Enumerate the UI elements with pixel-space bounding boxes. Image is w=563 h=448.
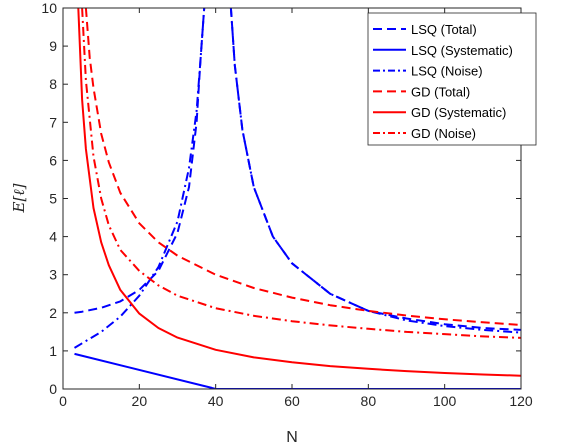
legend-box [367,12,537,146]
y-tick-label: 10 [41,0,57,16]
y-axis-label: E[ℓ] [10,183,28,213]
y-tick-label: 9 [49,38,57,54]
ticks-layer: 0 20 40 60 80 100 120 0 1 2 3 4 5 6 7 8 9 10 [41,0,532,409]
y-tick-label: 2 [49,305,57,321]
x-tick-label: 40 [208,393,224,409]
series-line-gd-systematic [77,8,521,377]
x-tick-label: 100 [433,393,457,409]
legend-label: GD (Noise) [411,126,476,141]
y-tick-label: 1 [49,343,57,359]
y-tick-label: 3 [49,267,57,283]
legend-label: LSQ (Noise) [411,64,483,79]
series-line-gd-total [84,8,521,326]
legend-label: GD (Total) [411,84,470,99]
legend-label: LSQ (Systematic) [411,43,513,58]
series-layer [73,8,521,389]
x-axis-label: N [286,429,298,446]
y-tick-label: 8 [49,76,57,92]
legend: LSQ (Total) LSQ (Systematic) LSQ (Noise) GD… [367,12,537,146]
x-tick-label: 0 [59,393,67,409]
y-tick-label: 0 [49,381,57,397]
x-tick-label: 120 [509,393,533,409]
x-tick-label: 60 [284,393,300,409]
x-tick-label: 20 [132,393,148,409]
y-tick-label: 7 [49,114,57,130]
y-tick-label: 4 [49,229,57,245]
series-line-lsq-systematic [74,352,521,389]
y-tick-label: 6 [49,152,57,168]
x-tick-label: 80 [361,393,377,409]
series-line-lsq-noise [229,8,521,334]
series-line-gd-noise [81,8,521,339]
series-line-lsq-noise [73,8,206,349]
legend-label: LSQ (Total) [411,22,477,37]
series-line-lsq-total [229,8,521,331]
y-tick-label: 5 [49,191,57,207]
legend-label: GD (Systematic) [411,105,506,120]
